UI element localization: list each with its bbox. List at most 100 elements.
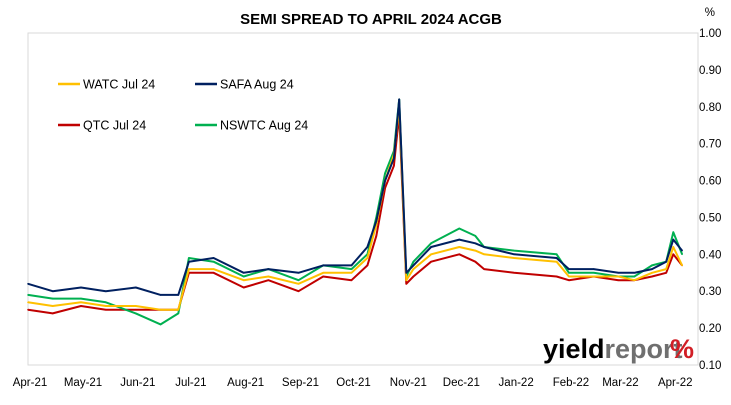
data-point bbox=[665, 272, 667, 274]
legend-label: SAFA Aug 24 bbox=[220, 78, 294, 92]
data-point bbox=[398, 98, 401, 101]
data-point bbox=[672, 238, 675, 241]
data-point bbox=[51, 305, 54, 307]
data-point bbox=[651, 268, 653, 270]
y-tick-label: 0.10 bbox=[699, 360, 721, 372]
y-tick-label: 0.80 bbox=[699, 102, 721, 114]
y-tick-label: 0.40 bbox=[699, 249, 721, 261]
data-point bbox=[681, 253, 683, 256]
data-point bbox=[633, 275, 636, 278]
data-point bbox=[177, 294, 180, 296]
data-point bbox=[430, 242, 432, 245]
data-point bbox=[366, 264, 369, 267]
data-point bbox=[135, 286, 137, 289]
data-point bbox=[27, 301, 29, 304]
data-point bbox=[80, 305, 82, 307]
data-point bbox=[393, 157, 395, 160]
plot-area bbox=[27, 32, 699, 366]
data-point bbox=[159, 294, 162, 296]
data-point bbox=[672, 246, 675, 248]
y-tick-label: 0.60 bbox=[699, 176, 721, 188]
data-point bbox=[350, 268, 353, 270]
data-point bbox=[617, 279, 620, 282]
legend-label: QTC Jul 24 bbox=[83, 119, 146, 133]
data-point bbox=[51, 297, 54, 300]
x-tick-label: Jul-21 bbox=[175, 377, 206, 389]
data-point bbox=[212, 268, 215, 270]
x-tick-label: Apr-21 bbox=[13, 377, 48, 389]
data-point bbox=[188, 260, 190, 263]
data-point bbox=[375, 235, 378, 237]
y-tick-label: 0.90 bbox=[699, 65, 721, 77]
data-point bbox=[412, 264, 415, 267]
data-point bbox=[322, 264, 325, 267]
data-point bbox=[80, 286, 82, 289]
x-tick-label: Mar-22 bbox=[602, 377, 638, 389]
data-point bbox=[568, 268, 570, 270]
data-point bbox=[212, 260, 215, 263]
data-point bbox=[430, 260, 432, 263]
series-line-watc-jul-24 bbox=[27, 105, 684, 311]
chart-title: SEMI SPREAD TO APRIL 2024 ACGB bbox=[240, 11, 502, 28]
x-axis: Apr-21 May-21 Jun-21 Jul-21 Aug-21 Sep-21 Oct-… bbox=[13, 377, 693, 389]
x-tick-label: Sep-21 bbox=[282, 377, 319, 389]
x-tick-label: Aug-21 bbox=[227, 377, 264, 389]
y-tick-label: 0.50 bbox=[699, 212, 721, 224]
data-point bbox=[384, 172, 386, 174]
data-point bbox=[458, 238, 461, 241]
data-point bbox=[159, 323, 162, 326]
y-tick-label: 0.70 bbox=[699, 139, 721, 151]
data-point bbox=[297, 283, 300, 285]
data-point bbox=[681, 264, 683, 267]
data-point bbox=[592, 275, 595, 278]
data-point bbox=[633, 279, 636, 282]
data-point bbox=[568, 279, 570, 282]
x-tick-label: Jun-21 bbox=[120, 377, 155, 389]
data-point bbox=[188, 257, 190, 259]
data-point bbox=[555, 257, 558, 259]
data-point bbox=[366, 257, 369, 259]
data-point bbox=[483, 246, 485, 248]
data-point bbox=[483, 253, 485, 256]
data-point bbox=[27, 283, 29, 285]
data-point bbox=[350, 272, 353, 274]
series-lines bbox=[27, 98, 684, 326]
data-point bbox=[393, 165, 395, 167]
data-point bbox=[458, 246, 461, 248]
brand-text-rest: report bbox=[605, 334, 683, 364]
data-point bbox=[458, 227, 461, 230]
data-point bbox=[555, 253, 558, 256]
data-point bbox=[633, 272, 636, 274]
data-point bbox=[242, 275, 245, 278]
data-point bbox=[458, 253, 461, 256]
data-point bbox=[430, 246, 432, 248]
data-point bbox=[555, 275, 558, 278]
data-point bbox=[483, 268, 485, 270]
data-point bbox=[350, 279, 353, 282]
x-tick-label: Nov-21 bbox=[390, 377, 427, 389]
data-point bbox=[474, 242, 477, 245]
data-point bbox=[177, 312, 180, 315]
data-point bbox=[267, 275, 270, 278]
data-point bbox=[412, 268, 415, 270]
data-point bbox=[135, 305, 137, 307]
data-point bbox=[322, 275, 325, 278]
y-axis-unit: % bbox=[705, 7, 715, 19]
brand-percent-icon: % bbox=[670, 334, 694, 364]
data-point bbox=[681, 249, 683, 252]
x-tick-label: May-21 bbox=[64, 377, 102, 389]
data-point bbox=[592, 268, 595, 270]
x-tick-label: Feb-22 bbox=[553, 377, 589, 389]
data-point bbox=[474, 235, 477, 237]
data-point bbox=[135, 308, 137, 311]
data-point bbox=[405, 272, 408, 274]
data-point bbox=[430, 253, 432, 256]
x-tick-label: Oct-21 bbox=[336, 377, 371, 389]
data-point bbox=[651, 264, 653, 267]
data-point bbox=[375, 220, 378, 222]
data-point bbox=[27, 308, 29, 311]
y-tick-label: 1.00 bbox=[699, 28, 721, 40]
data-point bbox=[242, 279, 245, 282]
data-point bbox=[212, 257, 215, 259]
